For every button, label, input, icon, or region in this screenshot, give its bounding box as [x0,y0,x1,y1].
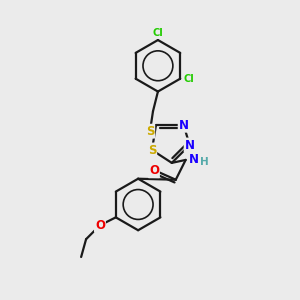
Text: N: N [189,153,199,167]
Text: Cl: Cl [153,28,163,38]
Text: O: O [95,219,105,232]
Text: S: S [148,143,156,157]
Text: N: N [184,139,195,152]
Text: S: S [146,125,154,138]
Text: H: H [200,157,209,167]
Text: N: N [179,119,189,132]
Text: Cl: Cl [184,74,194,84]
Text: O: O [149,164,159,177]
